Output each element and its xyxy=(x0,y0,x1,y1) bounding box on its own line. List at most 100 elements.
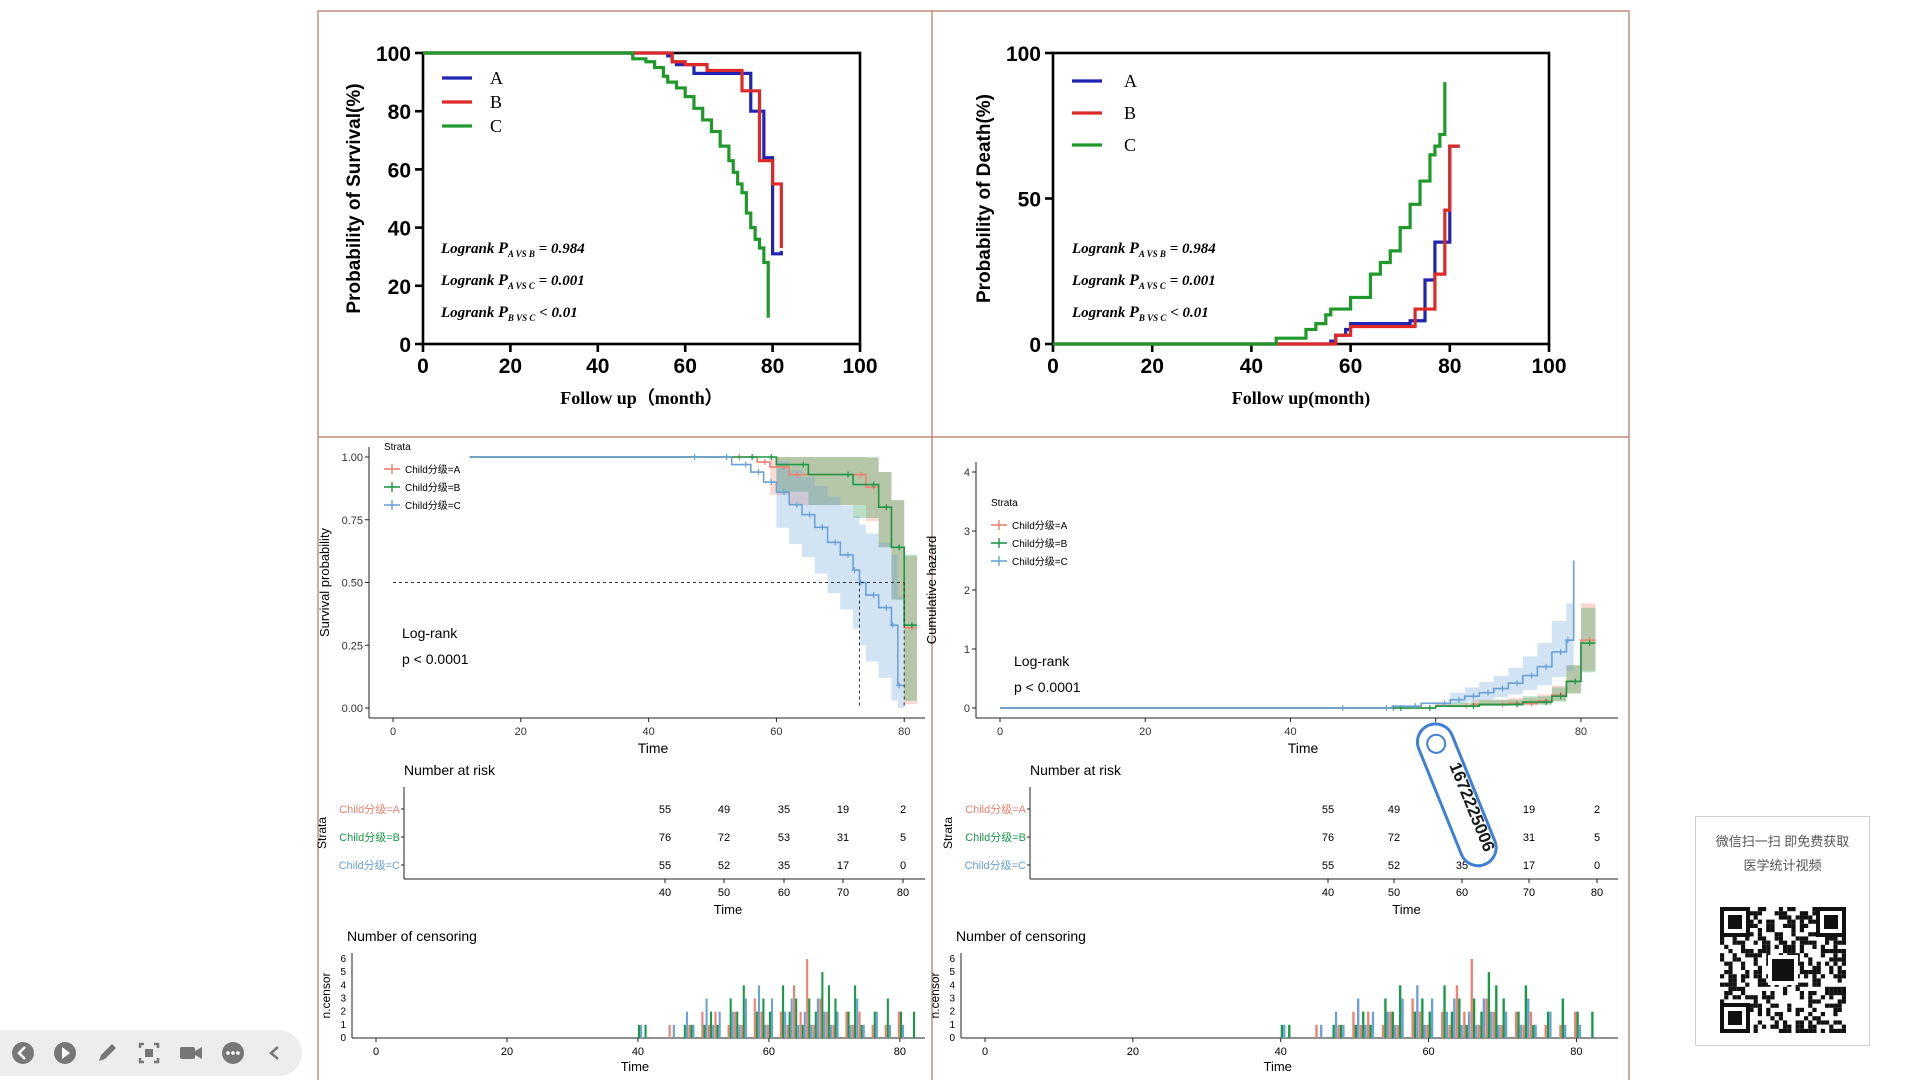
censor-bar-A xyxy=(786,1024,789,1038)
qr-module xyxy=(1762,940,1767,945)
qr-module xyxy=(1741,986,1746,991)
qr-caption-line2: 医学统计视频 xyxy=(1743,858,1822,873)
censor-mark xyxy=(870,592,877,599)
qr-module xyxy=(1732,953,1737,958)
qr-module xyxy=(1812,907,1817,912)
censor-x-tick-label: 40 xyxy=(632,1046,644,1058)
screen-capture-button[interactable] xyxy=(134,1038,164,1068)
logrank-label: Log-rank xyxy=(402,625,458,641)
qr-module xyxy=(1791,928,1796,933)
legend-label-A: A xyxy=(1124,71,1137,91)
qr-module xyxy=(1804,940,1809,945)
y-tick-label: 0.00 xyxy=(342,703,363,715)
censor-bar-B xyxy=(873,1011,876,1038)
qr-module xyxy=(1841,1028,1846,1033)
qr-module xyxy=(1820,944,1825,949)
qr-module xyxy=(1795,936,1800,941)
qr-module xyxy=(1808,1024,1813,1029)
outer-border xyxy=(317,10,1630,1080)
qr-module xyxy=(1812,944,1817,949)
qr-module xyxy=(1766,949,1771,954)
qr-module xyxy=(1762,944,1767,949)
qr-module xyxy=(1825,961,1830,966)
censor-bar-C xyxy=(718,1011,721,1038)
censor-y-tick-label: 5 xyxy=(340,967,346,978)
qr-module xyxy=(1745,970,1750,975)
collapse-toolbar-button[interactable] xyxy=(260,1038,290,1068)
risk-x-axis-label: Time xyxy=(714,902,742,917)
qr-module xyxy=(1804,915,1809,920)
censor-bar-C xyxy=(672,1024,675,1038)
x-axis-label: Time xyxy=(638,740,669,756)
censor-bar-A xyxy=(1544,1024,1547,1038)
annotation-value: < 0.01 xyxy=(1166,305,1208,321)
qr-module xyxy=(1762,907,1767,912)
censor-bar-B xyxy=(1428,1011,1431,1038)
qr-module xyxy=(1795,986,1800,991)
x-tick-label: 40 xyxy=(1284,726,1296,738)
censor-bar-C xyxy=(1490,1011,1493,1038)
qr-module xyxy=(1804,936,1809,941)
qr-module xyxy=(1799,965,1804,970)
censor-bar-C xyxy=(705,998,708,1038)
censor-bar-C xyxy=(1423,1024,1426,1038)
series-C-ci-band xyxy=(1450,483,1574,704)
series-A-line xyxy=(423,51,783,256)
more-button[interactable] xyxy=(218,1038,248,1068)
qr-module xyxy=(1799,940,1804,945)
censor-bar-B xyxy=(1524,985,1528,1038)
previous-slide-button[interactable] xyxy=(8,1038,38,1068)
qr-module xyxy=(1783,991,1788,996)
risk-row-label: Child分级=A xyxy=(965,803,1026,816)
qr-module xyxy=(1799,961,1804,966)
x-tick-label: 80 xyxy=(898,726,910,738)
censor-bar-A xyxy=(1529,1011,1533,1038)
qr-module xyxy=(1741,978,1746,983)
qr-module xyxy=(1825,1003,1830,1008)
qr-module xyxy=(1787,944,1792,949)
video-button[interactable] xyxy=(176,1038,206,1068)
next-slide-button[interactable] xyxy=(50,1038,80,1068)
qr-module xyxy=(1808,961,1813,966)
risk-x-tick-label: 70 xyxy=(837,887,849,899)
annotation-prefix: Logrank xyxy=(1071,305,1129,321)
qr-module xyxy=(1787,915,1792,920)
censor-bar-C xyxy=(1467,1011,1471,1038)
censor-mark xyxy=(1470,703,1477,710)
qr-module xyxy=(1753,1024,1758,1029)
censor-bar-C xyxy=(816,998,819,1038)
qr-module xyxy=(1812,978,1817,983)
qr-module xyxy=(1770,928,1775,933)
qr-module xyxy=(1728,978,1733,983)
annotation-value: = 0.001 xyxy=(1166,273,1216,289)
censor-mark xyxy=(742,461,749,468)
qr-module xyxy=(1804,1028,1809,1033)
censor-bar-B xyxy=(1369,1024,1372,1038)
pen-tool-button[interactable] xyxy=(92,1038,122,1068)
censor-mark xyxy=(793,471,800,478)
qr-code-image[interactable] xyxy=(1720,907,1846,1033)
qr-module xyxy=(1795,1020,1800,1025)
qr-module xyxy=(1841,995,1846,1000)
qr-module xyxy=(1732,982,1737,987)
qr-module xyxy=(1812,932,1817,937)
qr-module xyxy=(1837,965,1842,970)
qr-module xyxy=(1804,953,1809,958)
qr-module xyxy=(1757,907,1762,912)
x-tick-label: 60 xyxy=(674,355,697,378)
qr-module xyxy=(1753,974,1758,979)
qr-module xyxy=(1753,1028,1758,1033)
qr-module xyxy=(1837,940,1842,945)
logrank-annotation: Logrank PA VS C = 0.001 xyxy=(440,272,585,291)
qr-module xyxy=(1741,991,1746,996)
x-tick-label: 20 xyxy=(515,726,527,738)
censor-bar-C xyxy=(1364,1024,1367,1038)
censor-mark xyxy=(1528,672,1535,679)
censor-bar-C xyxy=(1475,1024,1478,1038)
censor-bar-B xyxy=(860,1024,863,1038)
censor-bar-C xyxy=(849,1024,852,1038)
risk-value: 55 xyxy=(659,860,671,872)
qr-module xyxy=(1812,965,1817,970)
qr-module xyxy=(1804,974,1809,979)
qr-module xyxy=(1795,1028,1800,1033)
